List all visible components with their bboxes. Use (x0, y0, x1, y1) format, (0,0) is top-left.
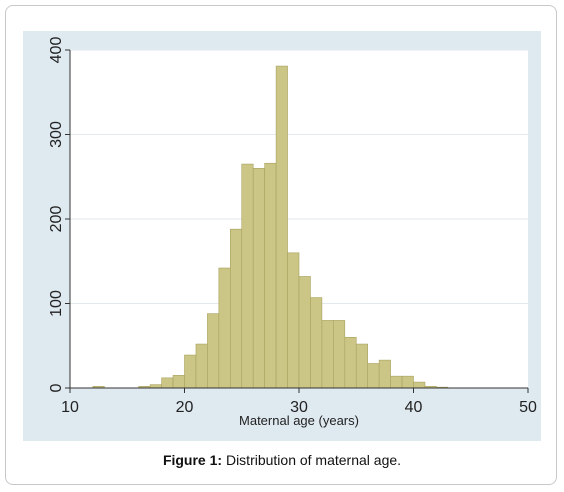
histogram-bar (310, 297, 323, 389)
caption-label: Figure 1: (162, 452, 223, 468)
histogram-bar (184, 354, 197, 389)
x-tick-label: 30 (290, 399, 308, 416)
x-axis-label: Maternal age (years) (239, 413, 359, 428)
histogram-bar (230, 228, 243, 389)
histogram-bar (161, 377, 174, 389)
y-tick-label: 100 (48, 290, 65, 317)
histogram-bar (241, 163, 254, 389)
histogram-bar (321, 320, 334, 389)
histogram-bar (207, 313, 220, 389)
y-tick-label: 400 (48, 37, 65, 64)
histogram-bar (275, 65, 288, 389)
histogram-bar (264, 162, 277, 389)
x-tick-label: 40 (405, 399, 423, 416)
x-tick-label: 10 (61, 399, 79, 416)
histogram-bar (378, 359, 391, 389)
x-tick-label: 50 (519, 399, 537, 416)
histogram-bar (218, 267, 231, 389)
histogram-bar (413, 381, 426, 389)
histogram-bar (298, 276, 311, 389)
histogram-bar (344, 336, 357, 389)
y-axis-ticks: 0 100 200 300 400 (48, 37, 70, 392)
y-tick-label: 200 (48, 206, 65, 233)
histogram-bar (172, 375, 185, 389)
figure-caption: Figure 1: Distribution of maternal age. (0, 452, 564, 468)
histogram-bar (195, 343, 208, 389)
histogram-bar (287, 252, 300, 389)
histogram-bar (367, 363, 380, 389)
histogram-bars (92, 65, 449, 389)
gridlines (70, 49, 528, 304)
histogram-bar (390, 375, 403, 389)
x-tick-label: 20 (176, 399, 194, 416)
histogram-bar (333, 320, 346, 389)
histogram-bar (252, 168, 265, 389)
caption-text: Distribution of maternal age. (222, 452, 402, 468)
x-axis-ticks: 10 20 30 40 50 (61, 388, 537, 416)
histogram-bar (401, 375, 414, 389)
histogram-bar (355, 343, 368, 389)
y-tick-label: 300 (48, 121, 65, 148)
y-tick-label: 0 (48, 383, 65, 392)
histogram-bar (149, 384, 162, 389)
